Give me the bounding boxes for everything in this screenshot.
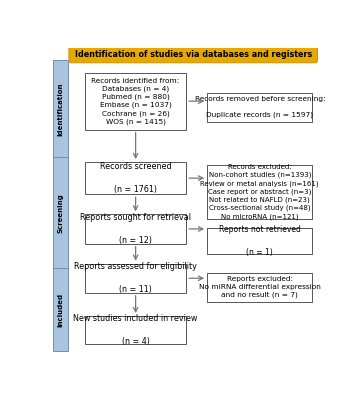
Text: Records screened

(n = 1761): Records screened (n = 1761)	[100, 162, 171, 194]
FancyBboxPatch shape	[53, 268, 68, 351]
Text: Identification: Identification	[58, 82, 64, 136]
Text: New studies included in review

(n = 4): New studies included in review (n = 4)	[73, 314, 198, 346]
FancyBboxPatch shape	[85, 214, 186, 244]
FancyBboxPatch shape	[85, 264, 186, 293]
Text: Reports not retrieved

(n = 1): Reports not retrieved (n = 1)	[219, 225, 301, 257]
FancyBboxPatch shape	[53, 157, 68, 268]
Text: Reports excluded:
No miRNA differential expression
and no result (n = 7): Reports excluded: No miRNA differential …	[199, 276, 321, 298]
FancyBboxPatch shape	[207, 165, 313, 219]
Text: Screening: Screening	[58, 193, 64, 233]
FancyBboxPatch shape	[207, 273, 313, 302]
FancyBboxPatch shape	[207, 228, 313, 254]
Text: Reports assessed for eligibility

(n = 11): Reports assessed for eligibility (n = 11…	[74, 262, 197, 294]
Text: Records removed before screening:

Duplicate records (n = 1597): Records removed before screening: Duplic…	[194, 96, 325, 118]
FancyBboxPatch shape	[85, 162, 186, 194]
FancyBboxPatch shape	[207, 93, 313, 122]
Text: Included: Included	[58, 293, 64, 327]
Text: Records excluded:
Non-cohort studies (n=1393)
Review or metal analysis (n=161)
C: Records excluded: Non-cohort studies (n=…	[200, 164, 319, 220]
FancyBboxPatch shape	[53, 60, 68, 157]
Text: Identification of studies via databases and registers: Identification of studies via databases …	[74, 50, 312, 59]
FancyBboxPatch shape	[85, 73, 186, 130]
Text: Reports sought for retrieval

(n = 12): Reports sought for retrieval (n = 12)	[80, 213, 191, 245]
FancyBboxPatch shape	[85, 316, 186, 344]
Text: Records identified from:
Databases (n = 4)
Pubmed (n = 880)
Embase (n = 1037)
Co: Records identified from: Databases (n = …	[92, 78, 180, 125]
FancyBboxPatch shape	[69, 46, 318, 63]
